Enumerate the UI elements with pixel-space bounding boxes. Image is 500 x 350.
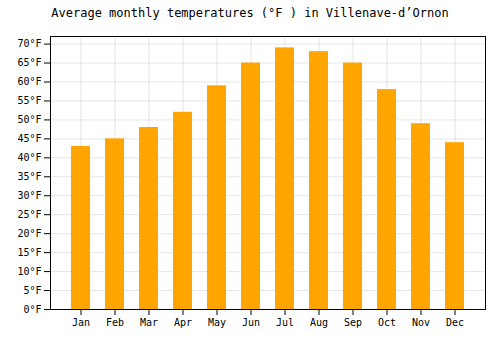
svg-text:55°F: 55°F — [17, 95, 41, 106]
svg-text:May: May — [208, 317, 226, 328]
svg-text:Apr: Apr — [174, 317, 192, 328]
svg-text:Jul: Jul — [276, 317, 294, 328]
svg-text:10°F: 10°F — [17, 266, 41, 277]
svg-text:5°F: 5°F — [23, 285, 41, 296]
svg-text:Oct: Oct — [378, 317, 396, 328]
svg-text:Aug: Aug — [310, 317, 328, 328]
svg-text:0°F: 0°F — [23, 304, 41, 315]
html-text:Average monthly temperatures (: Average monthly temperatures (°F ) in Vi… — [51, 6, 449, 20]
svg-text:65°F: 65°F — [17, 57, 41, 68]
svg-text:Sep: Sep — [344, 317, 362, 328]
svg-text:25°F: 25°F — [17, 209, 41, 220]
svg-text:35°F: 35°F — [17, 171, 41, 182]
svg-text:Jun: Jun — [242, 317, 260, 328]
svg-text:Mar: Mar — [140, 317, 158, 328]
svg-text:30°F: 30°F — [17, 190, 41, 201]
svg-text:15°F: 15°F — [17, 247, 41, 258]
svg-text:Jan: Jan — [72, 317, 90, 328]
svg-text:20°F: 20°F — [17, 228, 41, 239]
svg-text:40°F: 40°F — [17, 152, 41, 163]
svg-text:45°F: 45°F — [17, 133, 41, 144]
svg-text:Feb: Feb — [106, 317, 124, 328]
svg-text:50°F: 50°F — [17, 114, 41, 125]
svg-text:Nov: Nov — [412, 317, 430, 328]
svg-text:70°F: 70°F — [17, 38, 41, 49]
svg-text:Dec: Dec — [446, 317, 464, 328]
svg-text:60°F: 60°F — [17, 76, 41, 87]
